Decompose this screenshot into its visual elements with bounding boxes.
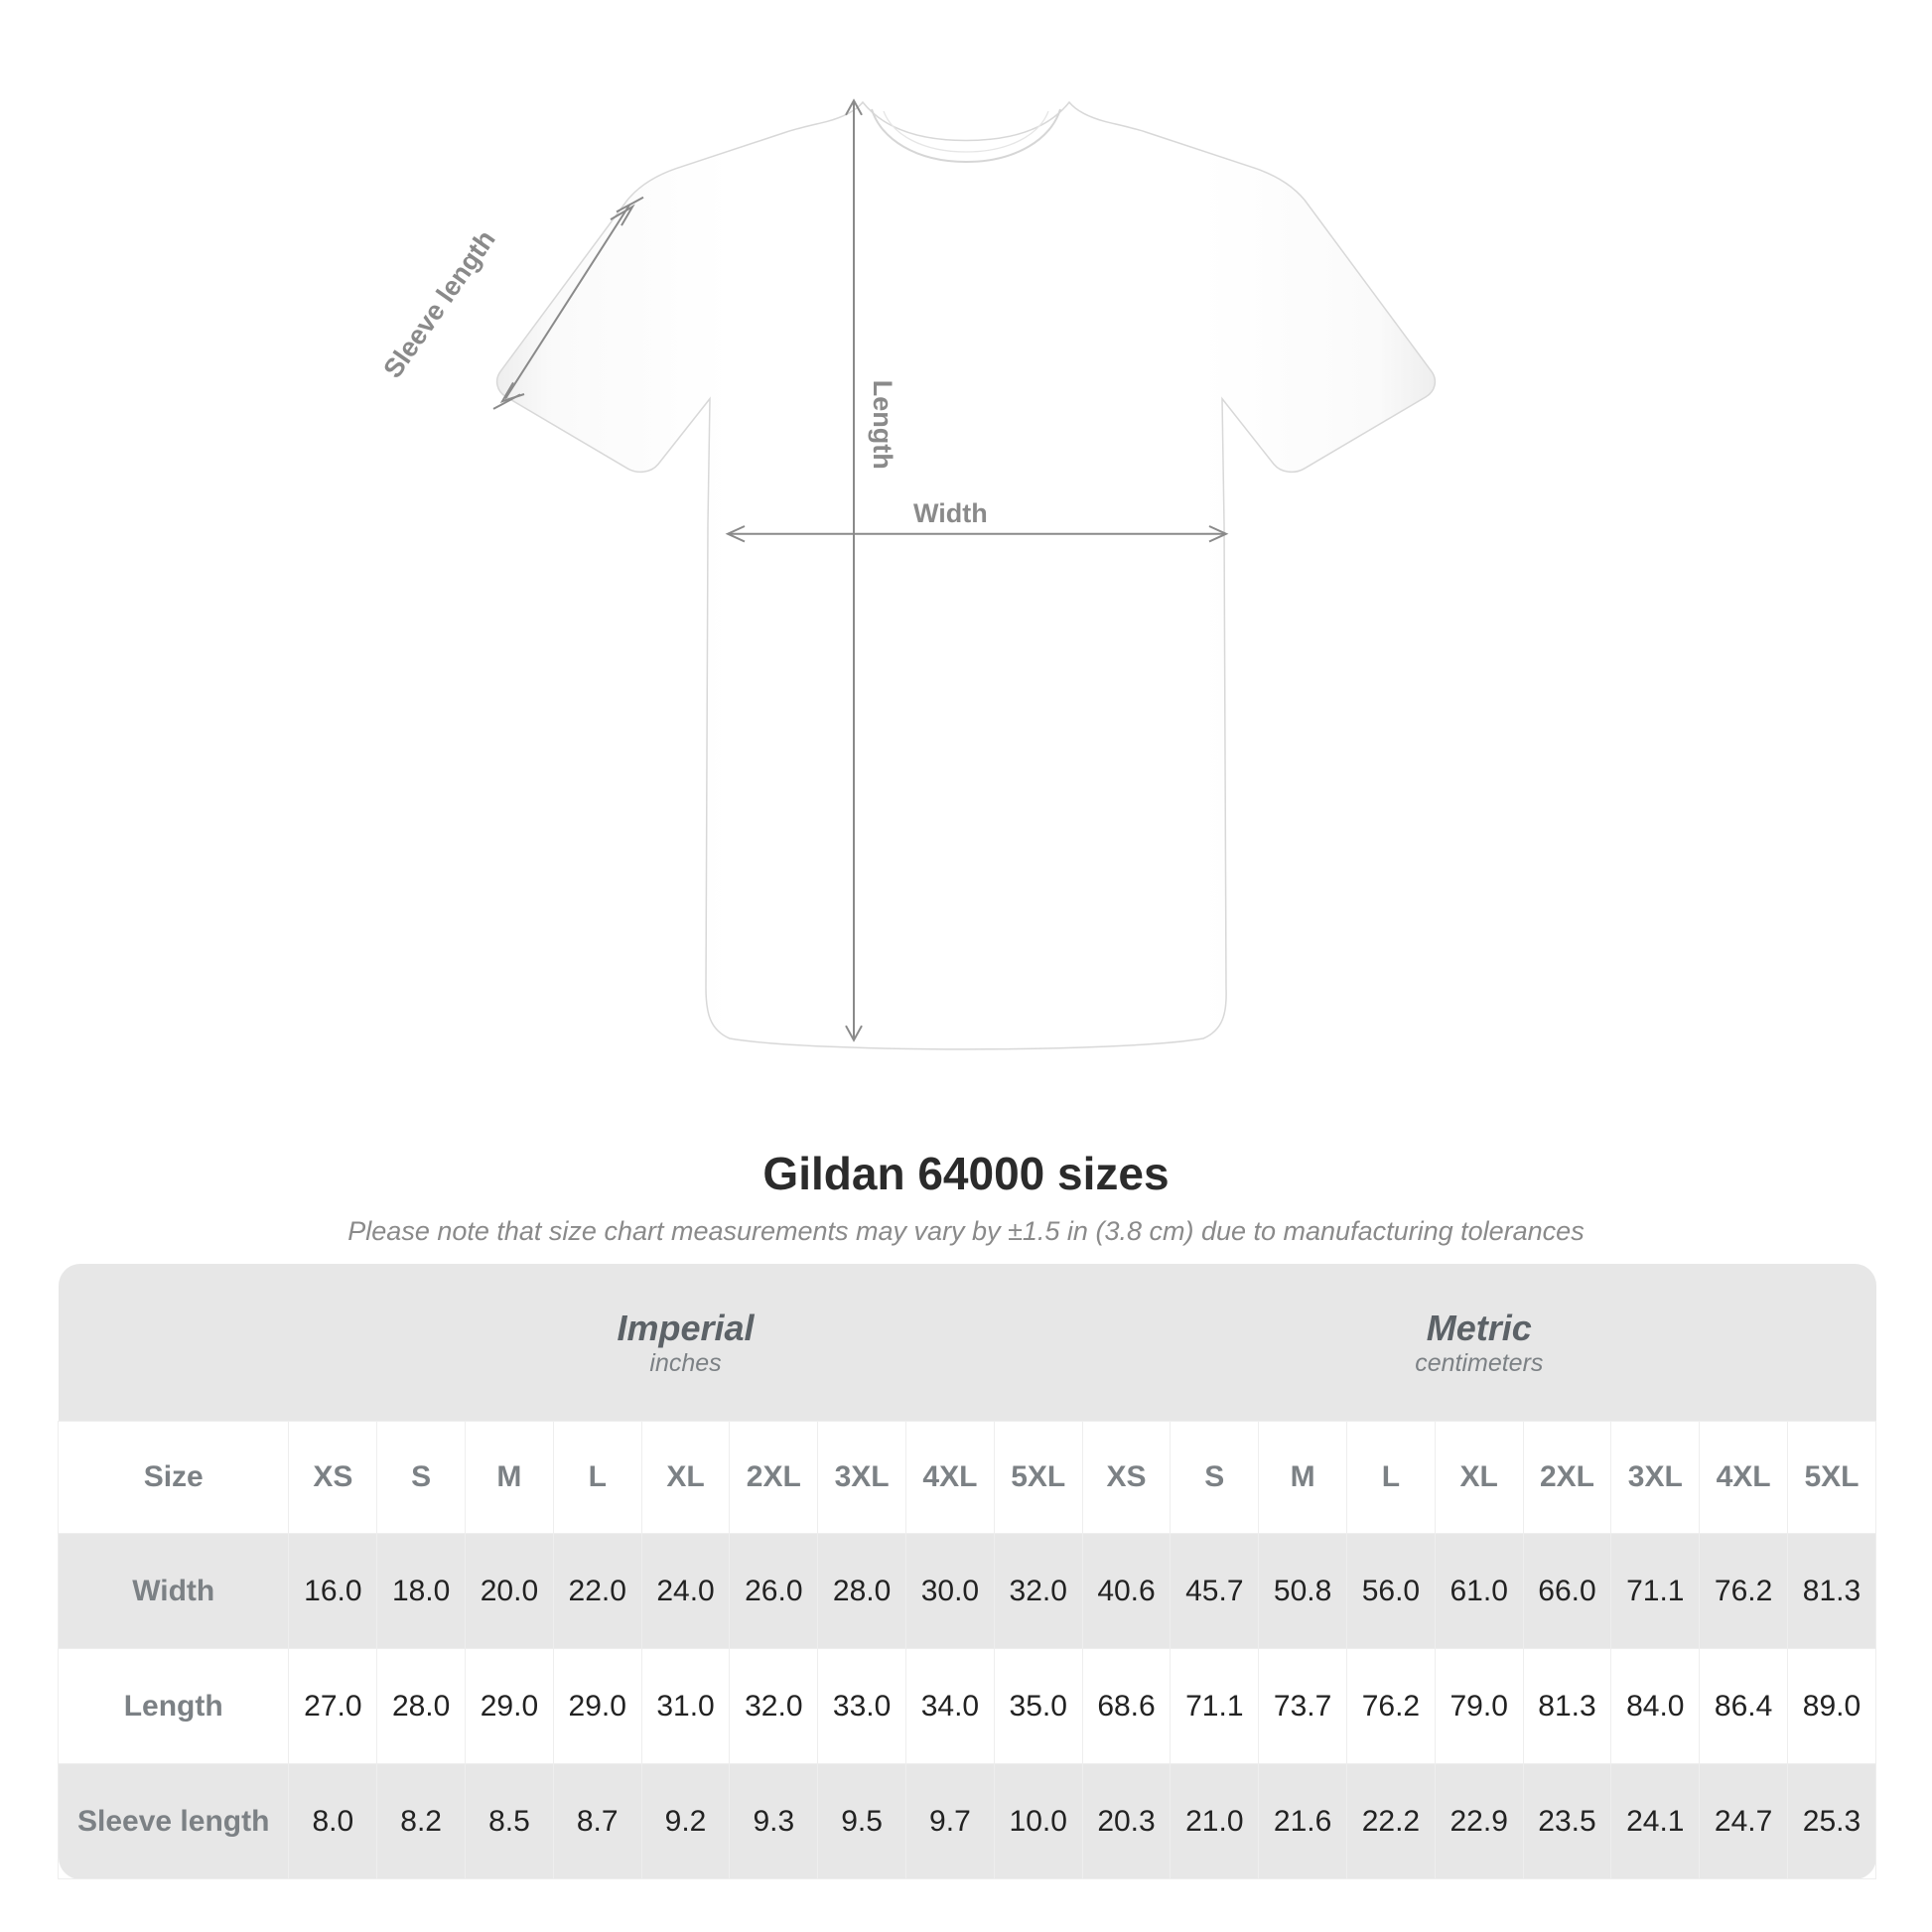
svg-text:Length: Length <box>868 380 897 470</box>
svg-text:Width: Width <box>913 498 988 528</box>
svg-text:Sleeve length: Sleeve length <box>377 224 500 383</box>
